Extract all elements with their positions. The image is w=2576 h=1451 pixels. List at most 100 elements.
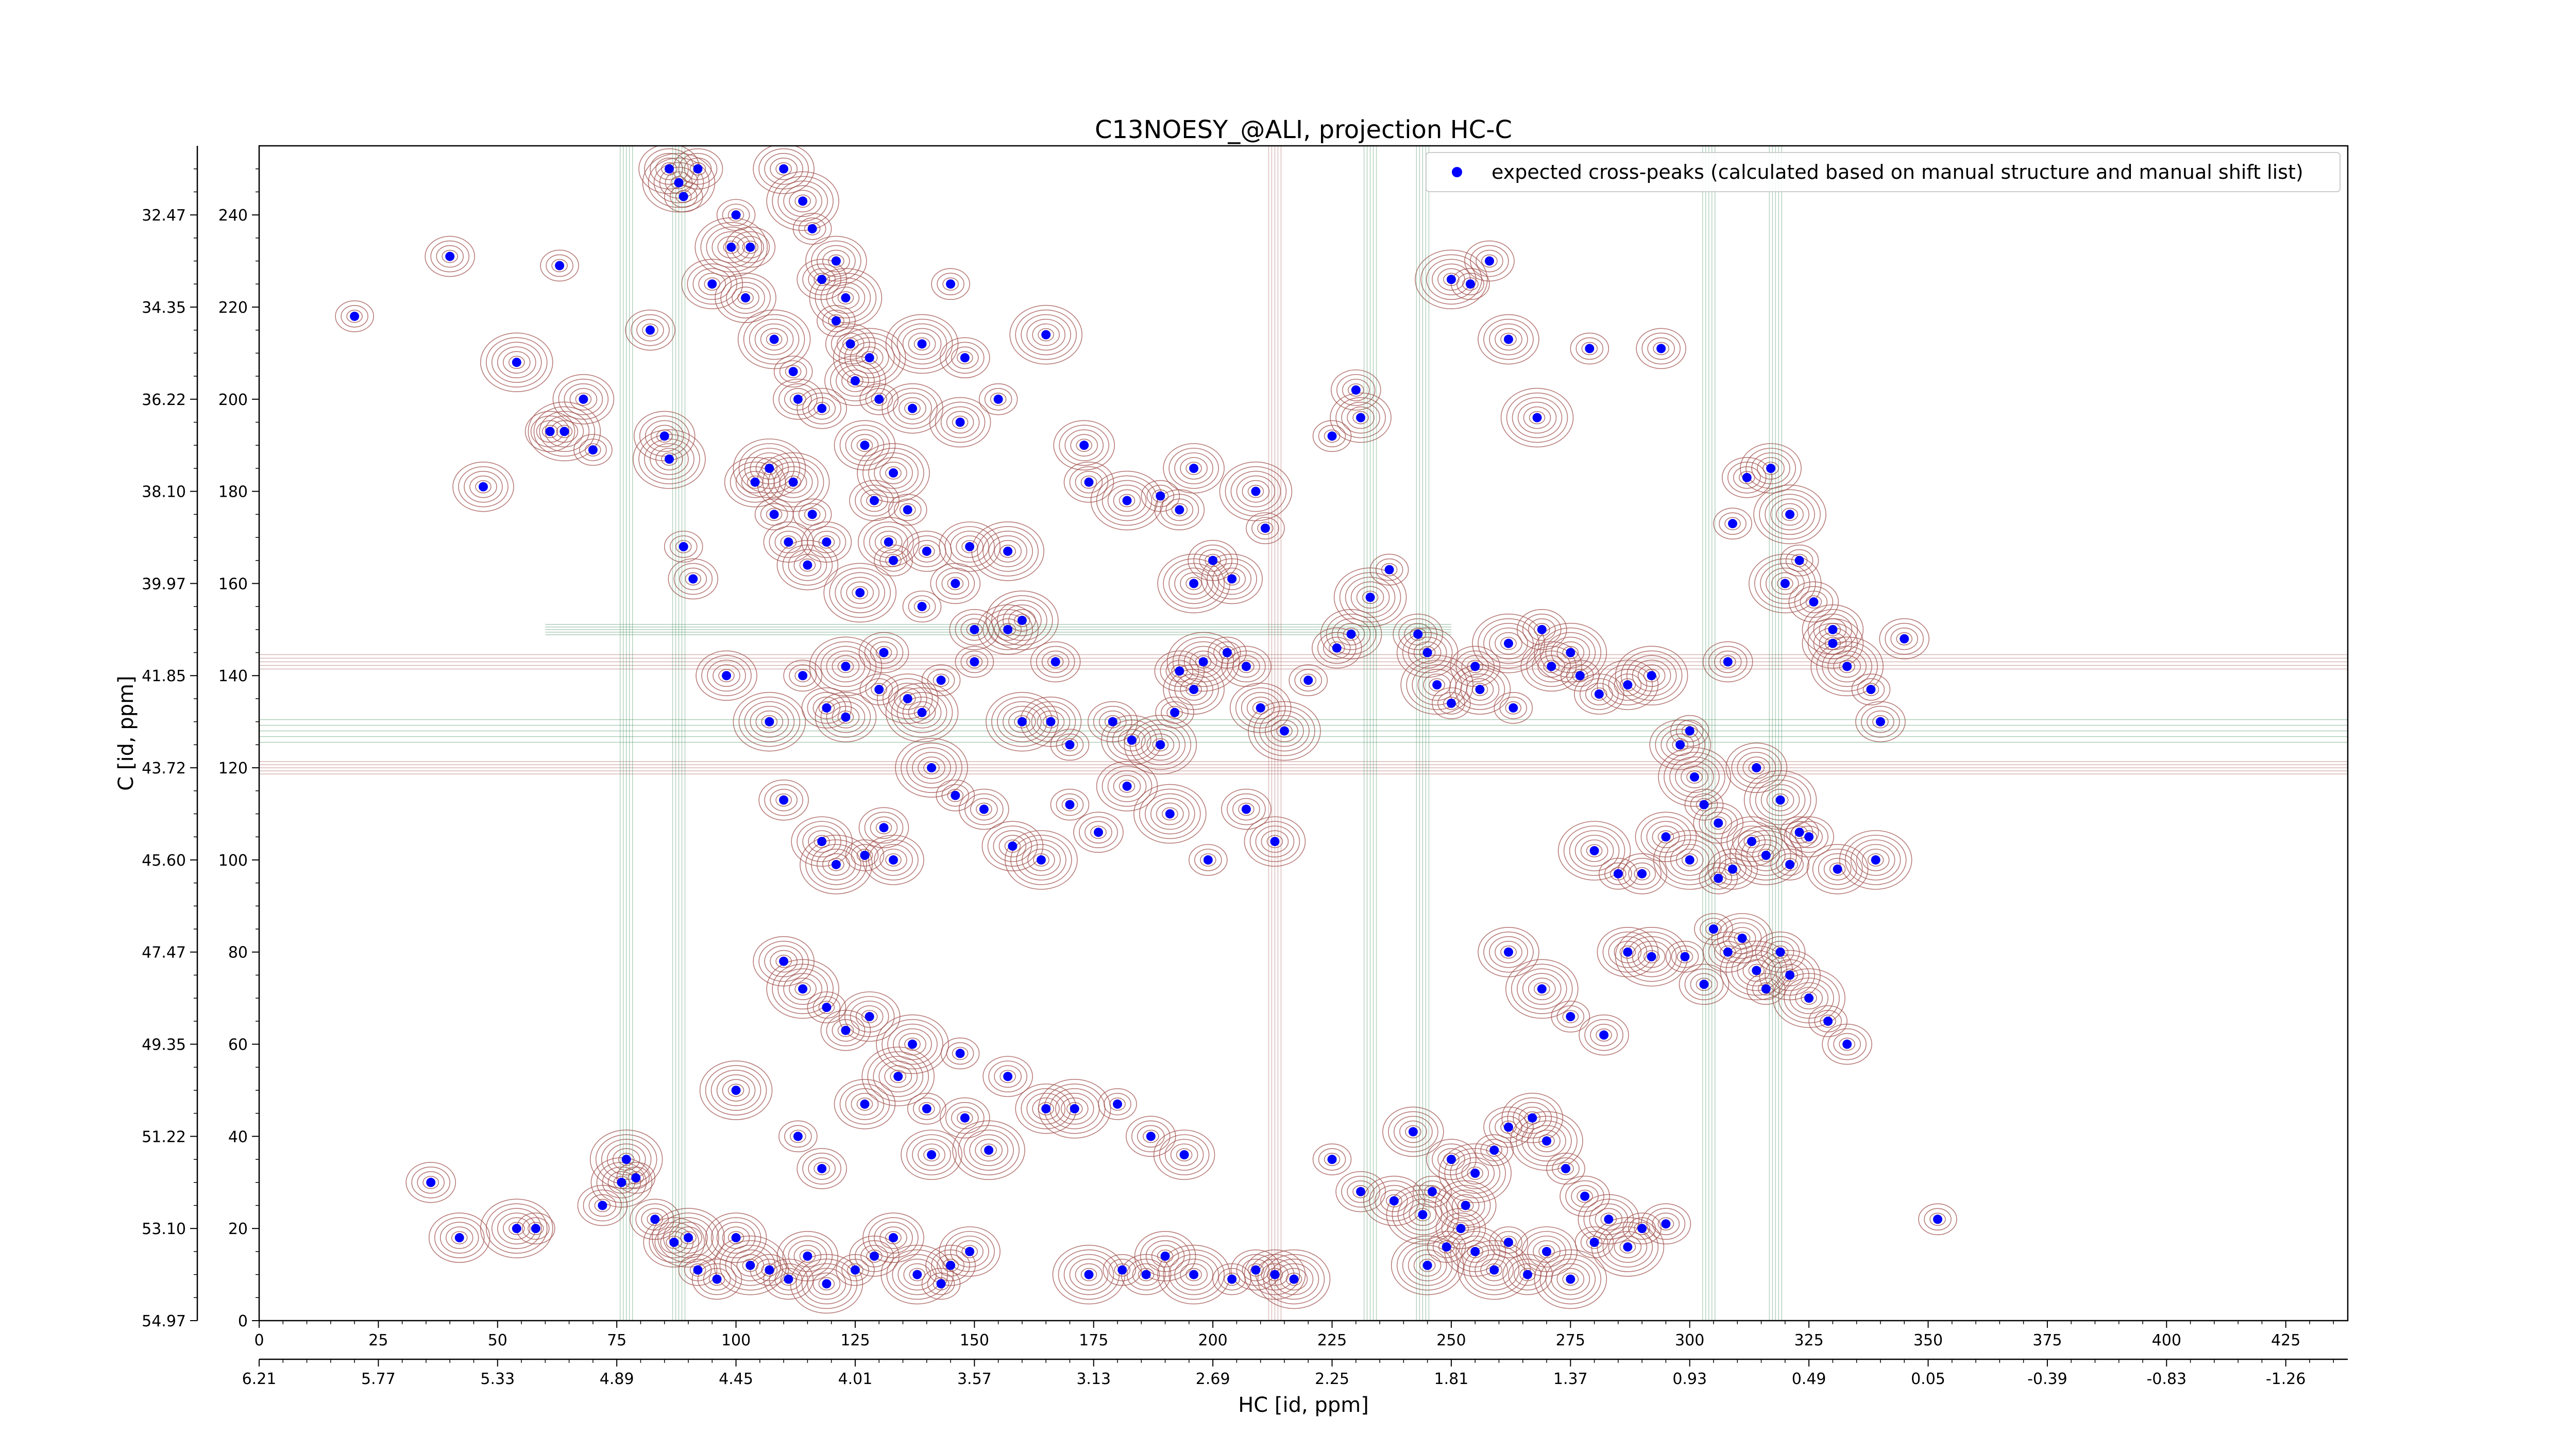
- peak-point: [1484, 256, 1494, 266]
- contour-ring: [855, 346, 884, 369]
- contour-ring: [436, 245, 464, 268]
- contour-ring: [772, 964, 834, 1015]
- contour-ring: [715, 273, 776, 323]
- contour-ring: [1829, 862, 1846, 876]
- peak-point: [722, 671, 732, 681]
- contour-ring: [669, 1222, 708, 1254]
- y-ppm-tick-label: 39.97: [142, 575, 186, 593]
- peak-point: [1528, 1113, 1537, 1123]
- x-ppm-tick-label: 4.01: [838, 1370, 873, 1388]
- contour-ring: [1640, 816, 1691, 857]
- contour-ring: [997, 600, 1047, 641]
- contour-ring: [902, 696, 942, 729]
- contour-ring: [793, 1245, 822, 1268]
- contour-ring: [801, 1263, 852, 1305]
- x-ppm-tick-label: 0.93: [1672, 1370, 1707, 1388]
- contour-ring: [841, 369, 869, 392]
- peak-point: [841, 293, 851, 303]
- contour-ring: [673, 563, 713, 595]
- peak-point: [841, 712, 851, 722]
- contour-ring: [880, 1244, 954, 1305]
- peak-point: [731, 210, 741, 220]
- contour-ring: [1031, 705, 1071, 738]
- contour-ring: [1432, 1236, 1461, 1258]
- contour-ring: [1489, 627, 1528, 660]
- contour-ring: [981, 821, 1044, 871]
- contour-ring: [595, 1134, 657, 1185]
- contour-ring: [675, 190, 692, 204]
- contour-ring: [1113, 775, 1141, 798]
- peak-point: [1008, 841, 1018, 851]
- contour-ring: [1810, 636, 1884, 697]
- contour-ring: [1533, 623, 1550, 636]
- contour-ring: [1539, 1254, 1602, 1305]
- contour-ring: [1317, 632, 1357, 664]
- contour-ring: [1655, 724, 1706, 766]
- contour-ring: [1758, 982, 1774, 996]
- peak-point: [817, 275, 827, 284]
- peak-point: [588, 445, 598, 455]
- contour-ring: [1562, 646, 1579, 660]
- contour-ring: [761, 715, 778, 729]
- contour-ring: [833, 328, 906, 388]
- contour-ring: [1714, 650, 1742, 673]
- peak-point: [1256, 703, 1265, 713]
- contour-ring: [1152, 489, 1169, 503]
- contour-ring: [607, 1171, 636, 1194]
- peak-point: [1714, 873, 1723, 883]
- contour-ring: [807, 692, 846, 724]
- peak-point: [841, 662, 851, 671]
- contour-ring: [931, 268, 970, 300]
- contour-ring: [796, 387, 847, 429]
- contour-ring: [846, 581, 874, 604]
- peak-point: [1127, 735, 1137, 745]
- contour-ring: [1632, 940, 1671, 973]
- contour-ring: [1604, 862, 1632, 885]
- contour-ring: [1437, 1148, 1465, 1171]
- peak-point: [1160, 1251, 1170, 1261]
- peak-point: [1279, 726, 1289, 736]
- contour-ring: [1150, 798, 1190, 830]
- contour-ring: [1505, 701, 1522, 715]
- y-tick-label: 220: [218, 299, 248, 317]
- contour-ring: [903, 1263, 931, 1286]
- contour-ring: [684, 157, 712, 180]
- contour-ring: [1782, 858, 1798, 871]
- contour-ring: [1664, 839, 1715, 881]
- contour-ring: [1665, 940, 1705, 973]
- contour-ring: [1738, 830, 1766, 853]
- contour-ring: [674, 1226, 702, 1249]
- peak-point: [903, 505, 912, 515]
- contour-ring: [1690, 793, 1718, 816]
- contour-ring: [964, 793, 1004, 825]
- contour-ring: [885, 853, 902, 867]
- contour-ring: [952, 415, 969, 429]
- contour-ring: [1348, 383, 1364, 397]
- contour-ring: [1159, 1134, 1210, 1175]
- peak-point: [779, 956, 789, 966]
- peak-point: [817, 1163, 827, 1173]
- peak-point: [1775, 795, 1785, 805]
- contour-ring: [1124, 715, 1197, 775]
- contour-ring: [1194, 849, 1222, 871]
- peak-point: [1036, 855, 1046, 865]
- contour-ring: [884, 1065, 912, 1088]
- contour-ring: [546, 254, 573, 277]
- contour-ring: [541, 425, 558, 438]
- contour-ring: [1418, 1180, 1446, 1203]
- contour-ring: [842, 337, 859, 351]
- contour-ring: [1721, 457, 1772, 498]
- x-axis: 0 25 50 75 100 125 150 175 200 225 250 275 300 325 350…: [254, 1321, 2334, 1349]
- peak-point: [1389, 1196, 1399, 1206]
- contour-ring: [1235, 687, 1286, 729]
- peak-point: [1566, 1274, 1575, 1284]
- contour-ring: [893, 498, 922, 521]
- contour-ring: [875, 821, 892, 835]
- peak-point: [1828, 625, 1838, 634]
- peak-point: [1823, 1016, 1833, 1026]
- contour-ring: [807, 526, 846, 558]
- contour-ring: [633, 411, 696, 462]
- contour-ring: [1929, 1212, 1946, 1226]
- x-tick-label: 50: [488, 1331, 507, 1349]
